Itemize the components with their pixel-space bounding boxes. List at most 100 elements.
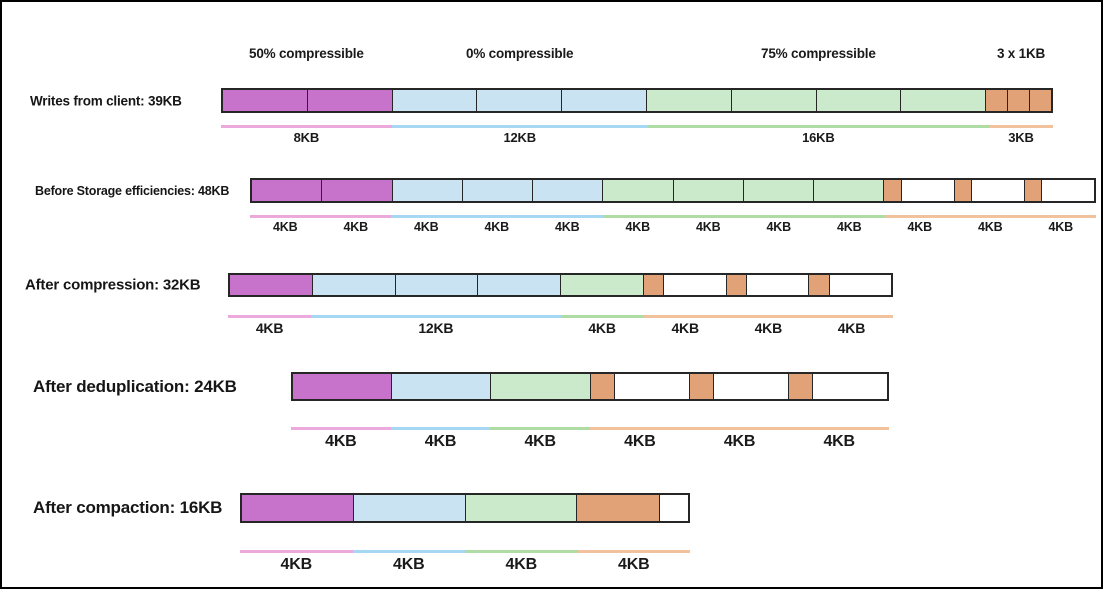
size-label: 4KB [671,320,699,336]
bar-segment-partial-fill [590,374,616,399]
underline-segment [250,215,391,218]
size-label: 4KB [343,220,369,234]
size-label: 4KB [766,220,792,234]
bar-segment [322,180,393,201]
underline-segment [240,550,353,553]
bar-segment [392,180,463,201]
underline-segment [391,125,648,128]
size-label: 12KB [503,130,536,145]
row-label: Writes from client: 39KB [30,93,182,108]
bar-segment [986,90,1009,111]
bar-segment [478,275,561,295]
color-underline [221,125,1053,128]
size-label: 4KB [325,433,357,450]
bar-segment-partial-fill [689,374,715,399]
bar-segment [743,180,814,201]
underline-segment [291,427,391,430]
color-underline [291,427,890,430]
size-label: 4KB [588,320,616,336]
bar-segment [1008,90,1031,111]
bar-segment-partial-fill [788,374,814,399]
underline-segment [465,550,578,553]
bar-segment-partial-fill [954,180,972,201]
bar-segment [577,495,688,521]
bar-segment [673,180,744,201]
underline-segment [989,125,1053,128]
underline-segment [490,427,591,430]
size-label: 4KB [754,320,783,336]
underline-segment [221,125,392,128]
storage-bar [291,372,889,401]
size-label: 4KB [837,220,862,234]
size-label: 4KB [723,433,756,450]
underline-segment [228,315,312,318]
bar-segment-partial-fill [643,275,665,295]
size-label: 4KB [505,556,538,573]
size-label: 4KB [978,220,1003,234]
compressibility-headers: 50% compressible 0% compressible 75% compr… [221,46,1053,61]
size-label: 12KB [418,320,454,336]
bar-segment [561,275,644,295]
bar-segment-partial-fill [577,495,661,521]
bar-segment [901,90,987,111]
bar-segment [603,180,674,201]
bar-segment [726,275,810,295]
size-label: 4KB [424,433,457,450]
size-labels: 4KB 4KB 4KB 4KB 4KB 4KB 4KB 4KB 4KB 4KB 4KB 4KB [250,220,1096,234]
underline-segment [647,125,989,128]
storage-bar [240,493,690,523]
bar-segment [954,180,1025,201]
row-label: After compaction: 16KB [33,498,223,517]
row-label: After compression: 32KB [25,276,201,294]
size-label: 4KB [414,220,439,234]
bar-segment-partial-fill [1024,180,1043,201]
bar-segment [477,90,563,111]
bar-segment [230,275,313,295]
bar-segment [590,374,690,399]
bar-segment [731,90,817,111]
size-label: 4KB [907,220,933,234]
bar-segment [646,90,732,111]
bar-segment [293,374,393,399]
size-label: 4KB [625,220,651,234]
storage-bar [221,88,1053,113]
bar-segment [395,275,479,295]
row-label: Before Storage efficiencies: 48KB [35,183,230,198]
bar-segment [1030,90,1052,111]
size-label: 4KB [280,556,313,573]
bar-segment [1024,180,1094,201]
underline-segment [391,215,603,218]
bar-segment [816,90,902,111]
color-underline [250,215,1096,218]
size-labels: 4KB 4KB 4KB 4KB 4KB 4KB [291,433,889,451]
underline-segment [643,315,893,318]
bar-segment-partial-fill [884,180,902,201]
size-labels: 4KB 4KB 4KB 4KB [240,556,690,574]
bar-segment [392,374,492,399]
header-label: 0% compressible [466,46,574,61]
header-label: 50% compressible [249,46,364,61]
bar-segment-partial-fill [726,275,747,295]
size-label: 4KB [524,433,556,450]
size-label: 4KB [273,220,298,234]
size-label: 4KB [837,320,866,336]
bar-segment [533,180,604,201]
storage-bar [250,178,1096,203]
row-label: After deduplication: 24KB [33,376,237,396]
bar-segment [392,90,478,111]
storage-bar [228,273,893,297]
underline-segment [390,427,491,430]
bar-segment [312,275,396,295]
size-label: 8KB [293,130,320,145]
bar-segment [462,180,533,201]
underline-segment [590,427,890,430]
underline-segment [884,215,1096,218]
size-label: 4KB [393,556,425,573]
size-label: 4KB [555,220,580,234]
bar-segment [643,275,727,295]
size-label: 4KB [823,433,855,450]
underline-segment [560,315,644,318]
bar-segment [252,180,323,201]
underline-segment [352,550,465,553]
bar-segment [491,374,591,399]
